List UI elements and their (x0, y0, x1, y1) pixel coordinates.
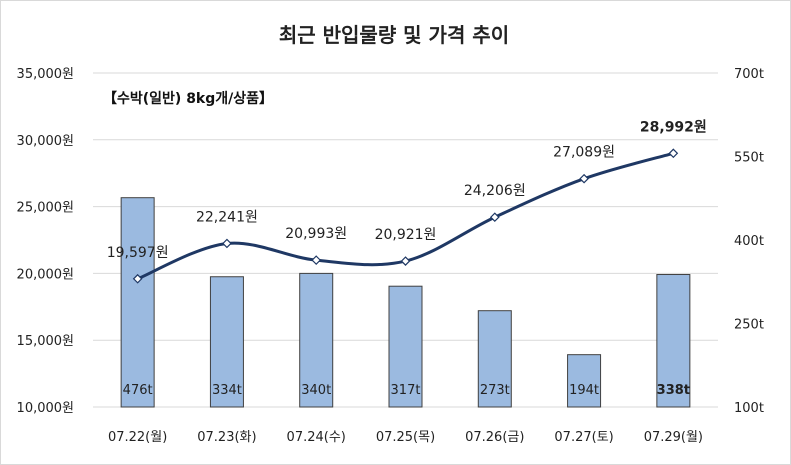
price-point (400, 256, 411, 266)
x-axis-tick-label: 07.23(화) (197, 430, 256, 445)
bar-value-label: 476t (123, 383, 153, 398)
bar (388, 285, 423, 408)
price-point (311, 255, 322, 265)
bar (299, 272, 334, 408)
right-axis-tick-label: 250t (734, 318, 764, 333)
bar (656, 274, 691, 408)
bar-value-label: 317t (391, 383, 421, 398)
price-value-label: 19,597원 (107, 245, 169, 261)
x-axis-tick-label: 07.29(월) (644, 430, 703, 445)
left-axis-tick-label: 35,000원 (17, 67, 74, 82)
price-point (222, 238, 232, 249)
price-point (668, 148, 679, 159)
right-axis-tick-label: 550t (734, 151, 764, 166)
gridlines (93, 72, 718, 408)
price-point (132, 273, 143, 284)
left-axis-tick-label: 10,000원 (17, 401, 74, 416)
right-axis-tick-label: 700t (734, 67, 764, 82)
bar (120, 197, 155, 408)
bar-value-label: 338t (657, 383, 690, 398)
bar-value-label: 340t (301, 383, 331, 398)
bar (477, 310, 512, 408)
bar (209, 276, 244, 408)
chart-title: 최근 반입물량 및 가격 추이 (279, 23, 509, 47)
price-value-label: 28,992원 (640, 119, 707, 135)
price-point (489, 212, 500, 223)
price-value-label: 22,241원 (196, 209, 258, 225)
left-axis-tick-label: 20,000원 (17, 267, 74, 282)
bar-value-label: 334t (212, 383, 242, 398)
line-series: 19,597원 22,241원 20,993원 20,921원 24,206원 27,08… (107, 119, 707, 284)
right-axis-ticks: 100t 250t 400t 550t 700t (734, 67, 764, 416)
left-axis-tick-label: 30,000원 (17, 134, 74, 149)
price-point (579, 173, 589, 184)
x-axis-tick-label: 07.26(금) (465, 430, 524, 445)
x-axis-tick-label: 07.25(목) (376, 430, 435, 445)
price-value-label: 20,993원 (285, 226, 347, 242)
left-axis-ticks: 10,000원 15,000원 20,000원 25,000원 30,000원 35,00… (17, 67, 74, 416)
price-value-label: 27,089원 (553, 145, 615, 161)
price-value-label: 24,206원 (464, 183, 526, 199)
x-axis-tick-label: 07.27(토) (554, 430, 613, 445)
x-axis-ticks: 07.22(월) 07.23(화) 07.24(수) 07.25(목) 07.26(금)… (108, 430, 703, 445)
x-axis-tick-label: 07.24(수) (287, 430, 346, 445)
chart-subtitle: 【수박(일반) 8kg개/상품】 (103, 90, 273, 107)
left-axis-tick-label: 25,000원 (17, 201, 74, 216)
x-axis-tick-label: 07.22(월) (108, 430, 167, 445)
price-value-label: 20,921원 (375, 227, 437, 243)
right-axis-tick-label: 400t (734, 234, 764, 249)
bar-value-label: 273t (480, 383, 510, 398)
right-axis-tick-label: 100t (734, 401, 764, 416)
bar-value-label: 194t (569, 383, 599, 398)
left-axis-tick-label: 15,000원 (17, 334, 74, 349)
bar (567, 354, 602, 408)
bar-series: 476t 334t 340t 317t 273t 194t 338t (120, 197, 691, 408)
